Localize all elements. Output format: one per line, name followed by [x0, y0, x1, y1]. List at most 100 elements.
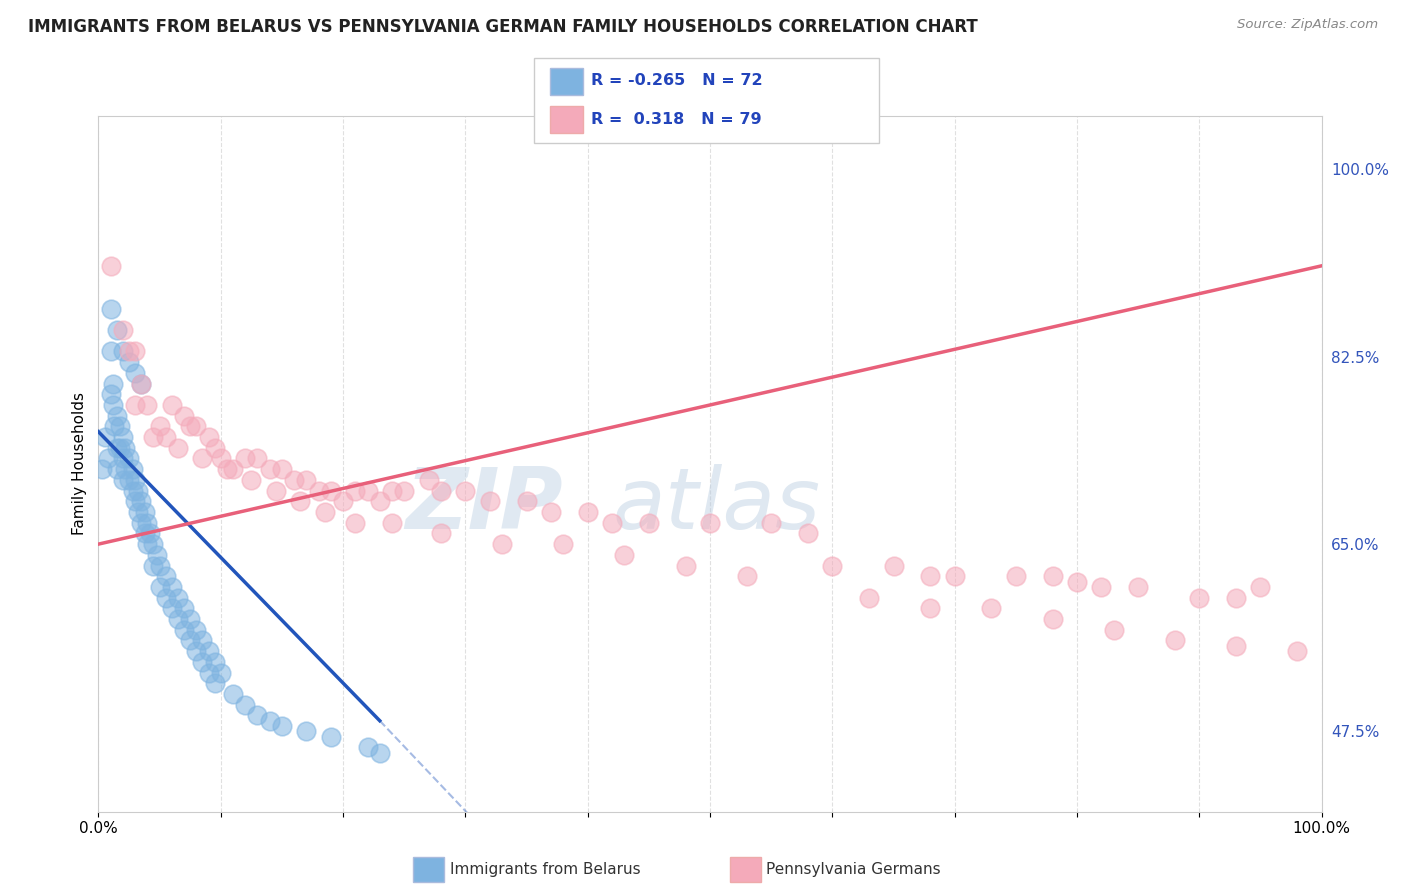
Point: [103, 419, 125, 434]
Point: [368, 746, 391, 760]
Point: [980, 601, 1002, 615]
Point: [179, 633, 201, 648]
Point: [735, 569, 758, 583]
Point: [540, 505, 562, 519]
Point: [191, 655, 214, 669]
Point: [246, 451, 269, 466]
Point: [197, 644, 219, 658]
Point: [100, 344, 122, 359]
Point: [124, 398, 146, 412]
Point: [197, 430, 219, 444]
Point: [381, 516, 404, 530]
Point: [127, 483, 149, 498]
Point: [142, 537, 165, 551]
Point: [356, 740, 378, 755]
Point: [1102, 623, 1125, 637]
Point: [233, 451, 256, 466]
Point: [129, 494, 152, 508]
Point: [516, 494, 538, 508]
Text: ZIP: ZIP: [405, 464, 564, 547]
Point: [111, 430, 134, 444]
Point: [264, 483, 287, 498]
Text: R = -0.265   N = 72: R = -0.265 N = 72: [591, 73, 762, 87]
Point: [173, 623, 195, 637]
Point: [283, 473, 305, 487]
Point: [454, 483, 477, 498]
Point: [124, 473, 146, 487]
Point: [167, 591, 190, 605]
Point: [858, 591, 880, 605]
Text: Pennsylvania Germans: Pennsylvania Germans: [766, 863, 941, 877]
Point: [134, 526, 156, 541]
Point: [1225, 639, 1247, 653]
Point: [344, 516, 367, 530]
Point: [761, 516, 783, 530]
Point: [124, 344, 146, 359]
Point: [93, 430, 115, 444]
Point: [1164, 633, 1187, 648]
Text: Immigrants from Belarus: Immigrants from Belarus: [450, 863, 641, 877]
Point: [136, 398, 159, 412]
Point: [478, 494, 501, 508]
Point: [118, 344, 141, 359]
Text: R =  0.318   N = 79: R = 0.318 N = 79: [591, 112, 761, 127]
Point: [600, 516, 623, 530]
Point: [204, 441, 226, 455]
Point: [638, 516, 661, 530]
Point: [290, 494, 312, 508]
Point: [129, 376, 152, 391]
Point: [491, 537, 513, 551]
Point: [121, 462, 143, 476]
Point: [613, 548, 636, 562]
Point: [114, 441, 136, 455]
Point: [155, 430, 177, 444]
Point: [101, 398, 124, 412]
Point: [186, 419, 208, 434]
Point: [149, 419, 172, 434]
Point: [259, 714, 281, 728]
Point: [155, 591, 177, 605]
Point: [110, 419, 132, 434]
Point: [314, 505, 336, 519]
Point: [105, 441, 128, 455]
Point: [1188, 591, 1211, 605]
Point: [308, 483, 330, 498]
Point: [430, 526, 453, 541]
Point: [160, 601, 183, 615]
Point: [191, 451, 214, 466]
Point: [118, 451, 141, 466]
Point: [797, 526, 820, 541]
Point: [142, 558, 165, 573]
Point: [1042, 569, 1064, 583]
Point: [186, 644, 208, 658]
Point: [270, 462, 294, 476]
Point: [160, 398, 183, 412]
Point: [121, 483, 143, 498]
Point: [179, 419, 201, 434]
Point: [105, 462, 128, 476]
Point: [134, 505, 156, 519]
Point: [129, 376, 152, 391]
Point: [118, 355, 141, 369]
Point: [430, 483, 453, 498]
Point: [332, 494, 354, 508]
Point: [240, 473, 263, 487]
Point: [167, 441, 190, 455]
Point: [160, 580, 183, 594]
Point: [197, 665, 219, 680]
Point: [344, 483, 367, 498]
Point: [111, 451, 134, 466]
Point: [136, 537, 159, 551]
Text: atlas: atlas: [612, 464, 820, 547]
Point: [319, 730, 342, 744]
Point: [1225, 591, 1247, 605]
Point: [920, 601, 942, 615]
Point: [295, 724, 318, 739]
Point: [149, 558, 172, 573]
Text: IMMIGRANTS FROM BELARUS VS PENNSYLVANIA GERMAN FAMILY HOUSEHOLDS CORRELATION CHA: IMMIGRANTS FROM BELARUS VS PENNSYLVANIA …: [28, 18, 977, 36]
Point: [127, 505, 149, 519]
Point: [319, 483, 342, 498]
Point: [222, 687, 245, 701]
Point: [1250, 580, 1272, 594]
Point: [222, 462, 245, 476]
